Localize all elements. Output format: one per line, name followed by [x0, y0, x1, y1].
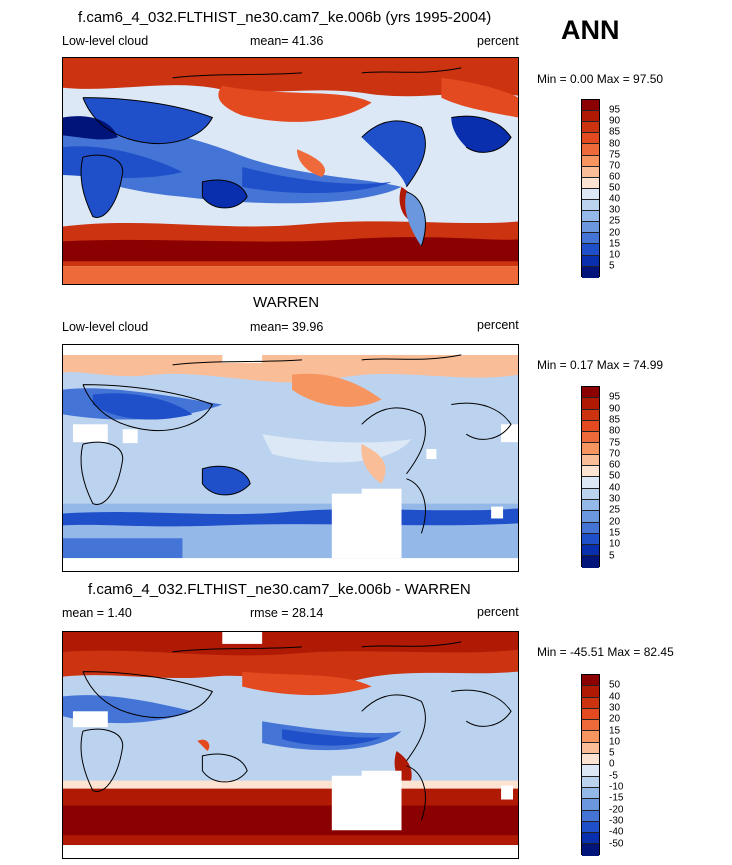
- panel2-mean-label: mean= 39.96: [250, 320, 324, 334]
- cb-label: 15: [609, 527, 621, 539]
- cb-label: 60: [609, 171, 621, 183]
- cb-label: 25: [609, 504, 621, 516]
- cb-label: 0: [609, 758, 615, 770]
- panel1-minmax: Min = 0.00 Max = 97.50: [537, 72, 664, 86]
- cb-label: 30: [609, 204, 621, 216]
- cb-label: -30: [609, 815, 624, 827]
- cb-label: 85: [609, 126, 621, 138]
- panel1-map: [62, 57, 519, 285]
- panel1-units-label: percent: [477, 34, 519, 48]
- cb-label: 30: [609, 702, 621, 714]
- panel1-title: f.cam6_4_032.FLTHIST_ne30.cam7_ke.006b (…: [78, 9, 492, 26]
- cb-label: 10: [609, 249, 621, 261]
- cb-label: 80: [609, 138, 621, 150]
- cb-label: 90: [609, 403, 621, 415]
- panel2-title: WARREN: [253, 294, 320, 311]
- cb-label: 70: [609, 160, 621, 172]
- cb-label: -40: [609, 826, 624, 838]
- cb-label: 40: [609, 691, 621, 703]
- cb-label: 15: [609, 238, 621, 250]
- panel3-map: [62, 631, 519, 859]
- cb-label: 40: [609, 482, 621, 494]
- panel1-mean-label: mean= 41.36: [250, 34, 324, 48]
- panel3-units-label: percent: [477, 605, 519, 619]
- cb-label: -5: [609, 770, 618, 782]
- cb-label: 20: [609, 227, 621, 239]
- cb-label: 75: [609, 149, 621, 161]
- cb-label: 75: [609, 437, 621, 449]
- cb-label: 50: [609, 679, 621, 691]
- panel3-minmax: Min = -45.51 Max = 82.45: [537, 645, 674, 659]
- cb-label: 85: [609, 414, 621, 426]
- panel3-rmse-label: rmse = 28.14: [250, 606, 324, 620]
- cb-label: 20: [609, 516, 621, 528]
- panel2-units-label: percent: [477, 318, 519, 332]
- cb-label: 60: [609, 459, 621, 471]
- season-label: ANN: [561, 15, 620, 45]
- cb-label: 50: [609, 182, 621, 194]
- panel2-colorbar: [581, 386, 600, 568]
- panel1-colorbar: [581, 99, 600, 278]
- panel1-variable-label: Low-level cloud: [62, 34, 149, 48]
- cb-label: 5: [609, 747, 615, 759]
- cb-label: 15: [609, 725, 621, 737]
- panel2-map: [62, 344, 519, 572]
- cb-label: 80: [609, 425, 621, 437]
- cb-label: -15: [609, 792, 624, 804]
- panel2-variable-label: Low-level cloud: [62, 320, 149, 334]
- cb-label: 10: [609, 736, 621, 748]
- cb-label: 50: [609, 470, 621, 482]
- cb-label: 30: [609, 493, 621, 505]
- cb-label: 95: [609, 104, 621, 116]
- cb-label: 10: [609, 538, 621, 550]
- cb-label: -50: [609, 838, 624, 850]
- cb-label: 5: [609, 260, 615, 272]
- cb-label: -20: [609, 804, 624, 816]
- cb-label: 25: [609, 215, 621, 227]
- cb-label: 20: [609, 713, 621, 725]
- cb-label: 95: [609, 391, 621, 403]
- cb-label: 40: [609, 193, 621, 205]
- panel2-minmax: Min = 0.17 Max = 74.99: [537, 358, 664, 372]
- panel3-colorbar: [581, 674, 600, 856]
- cb-label: 90: [609, 115, 621, 127]
- panel3-title: f.cam6_4_032.FLTHIST_ne30.cam7_ke.006b -…: [88, 581, 471, 598]
- cb-label: 70: [609, 448, 621, 460]
- cb-label: 5: [609, 550, 615, 562]
- panel3-mean-label: mean = 1.40: [62, 606, 132, 620]
- cb-label: -10: [609, 781, 624, 793]
